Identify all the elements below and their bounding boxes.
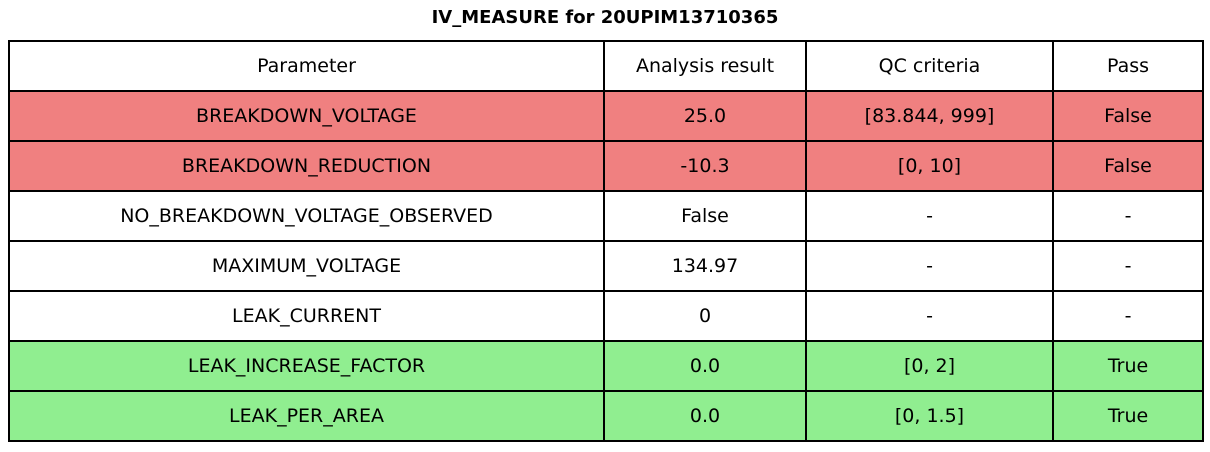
cell-pass: True	[1052, 390, 1204, 442]
cell-qc-criteria: -	[805, 190, 1054, 242]
qc-results-table: Parameter Analysis result QC criteria Pa…	[8, 40, 1204, 442]
table-row: LEAK_PER_AREA 0.0 [0, 1.5] True	[8, 390, 1204, 442]
cell-parameter: MAXIMUM_VOLTAGE	[8, 240, 605, 292]
cell-parameter: LEAK_INCREASE_FACTOR	[8, 340, 605, 392]
cell-qc-criteria: [0, 2]	[805, 340, 1054, 392]
column-header-parameter: Parameter	[8, 40, 605, 92]
cell-qc-criteria: -	[805, 290, 1054, 342]
cell-qc-criteria: [83.844, 999]	[805, 90, 1054, 142]
cell-analysis-result: 134.97	[603, 240, 807, 292]
cell-pass: False	[1052, 90, 1204, 142]
column-header-analysis-result: Analysis result	[603, 40, 807, 92]
table-row: LEAK_INCREASE_FACTOR 0.0 [0, 2] True	[8, 340, 1204, 392]
cell-analysis-result: 0.0	[603, 340, 807, 392]
cell-qc-criteria: -	[805, 240, 1054, 292]
table-row: MAXIMUM_VOLTAGE 134.97 - -	[8, 240, 1204, 292]
cell-parameter: LEAK_PER_AREA	[8, 390, 605, 442]
column-header-pass: Pass	[1052, 40, 1204, 92]
cell-parameter: NO_BREAKDOWN_VOLTAGE_OBSERVED	[8, 190, 605, 242]
column-header-qc-criteria: QC criteria	[805, 40, 1054, 92]
cell-pass: False	[1052, 140, 1204, 192]
cell-analysis-result: 0	[603, 290, 807, 342]
cell-qc-criteria: [0, 1.5]	[805, 390, 1054, 442]
cell-pass: -	[1052, 240, 1204, 292]
cell-analysis-result: -10.3	[603, 140, 807, 192]
cell-parameter: LEAK_CURRENT	[8, 290, 605, 342]
cell-pass: -	[1052, 290, 1204, 342]
table-row: BREAKDOWN_REDUCTION -10.3 [0, 10] False	[8, 140, 1204, 192]
header-row: Parameter Analysis result QC criteria Pa…	[8, 40, 1204, 92]
cell-parameter: BREAKDOWN_REDUCTION	[8, 140, 605, 192]
cell-pass: True	[1052, 340, 1204, 392]
cell-parameter: BREAKDOWN_VOLTAGE	[8, 90, 605, 142]
table-title: IV_MEASURE for 20UPIM13710365	[431, 7, 779, 28]
table-row: BREAKDOWN_VOLTAGE 25.0 [83.844, 999] Fal…	[8, 90, 1204, 142]
table-row: LEAK_CURRENT 0 - -	[8, 290, 1204, 342]
cell-analysis-result: 25.0	[603, 90, 807, 142]
cell-qc-criteria: [0, 10]	[805, 140, 1054, 192]
cell-pass: -	[1052, 190, 1204, 242]
table-row: NO_BREAKDOWN_VOLTAGE_OBSERVED False - -	[8, 190, 1204, 242]
cell-analysis-result: False	[603, 190, 807, 242]
cell-analysis-result: 0.0	[603, 390, 807, 442]
